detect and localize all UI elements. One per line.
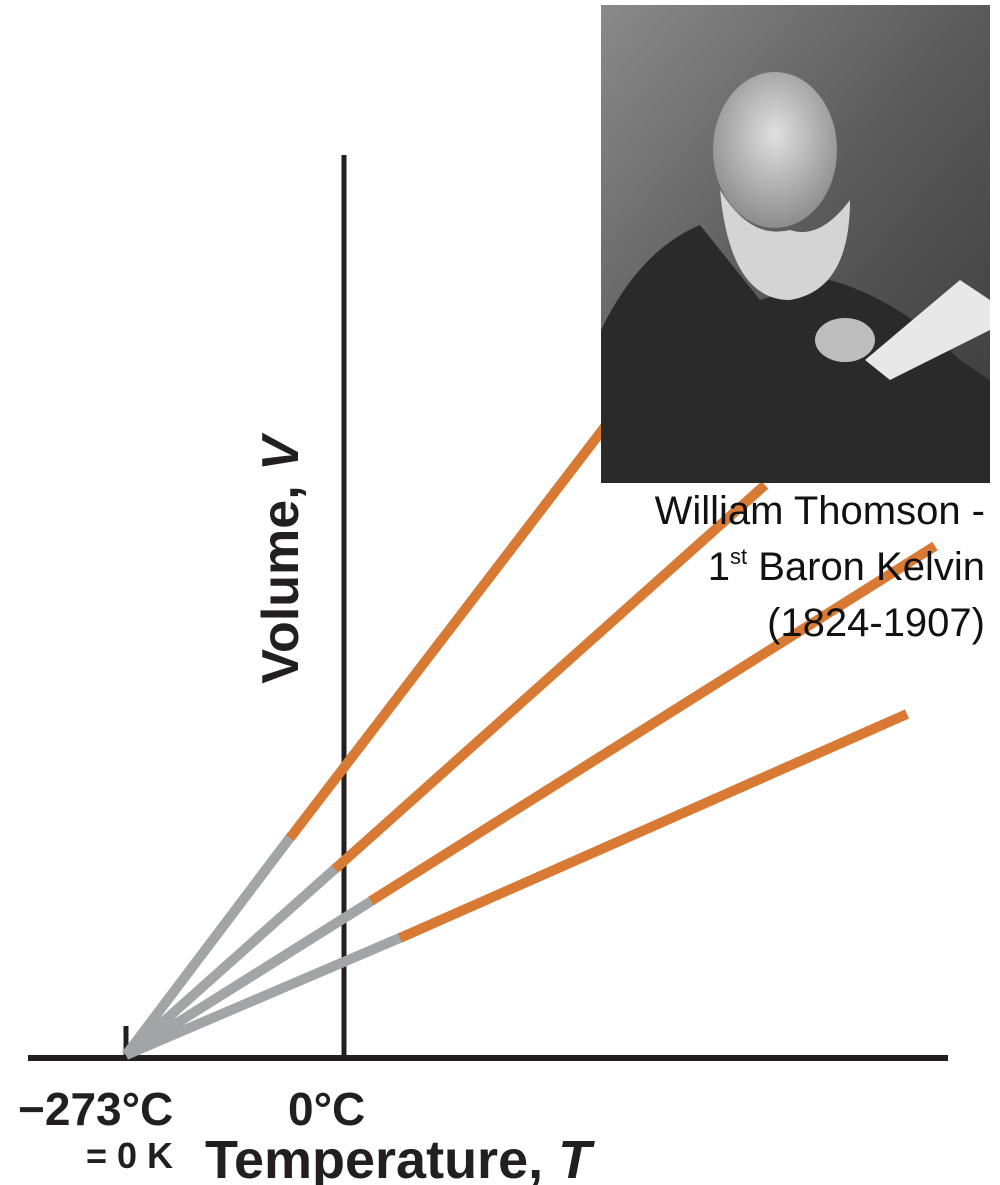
gas-line (331, 481, 769, 873)
extrapolation (122, 831, 296, 1059)
gas-line (368, 541, 938, 906)
label-text: Volume, (252, 471, 310, 684)
x-label: 0°C (288, 1083, 365, 1135)
portrait (601, 5, 990, 483)
caption-line: (1824-1907) (767, 601, 985, 645)
extrapolation (122, 863, 341, 1059)
ordinal-suffix: st (730, 544, 747, 569)
label-variable: T (558, 1130, 595, 1185)
measured-lines (286, 416, 938, 943)
x-axis-label: Temperature, T (205, 1130, 595, 1185)
caption-line: William Thomson - (655, 489, 985, 533)
caption-text: Baron Kelvin (747, 545, 985, 589)
label-text: Temperature, (205, 1130, 558, 1185)
extrapolated-lines (122, 831, 404, 1060)
x-label: −273°C (18, 1083, 173, 1135)
label-variable: V (252, 432, 310, 471)
caption-line: 1st Baron Kelvin (708, 544, 985, 589)
y-axis-label: Volume, V (252, 432, 310, 684)
ordinal: 1 (708, 545, 730, 589)
extrapolation (123, 895, 376, 1060)
extrapolation (124, 932, 404, 1060)
gas-line (397, 709, 910, 943)
gas-line (286, 416, 614, 842)
x-label: = 0 K (86, 1135, 173, 1176)
